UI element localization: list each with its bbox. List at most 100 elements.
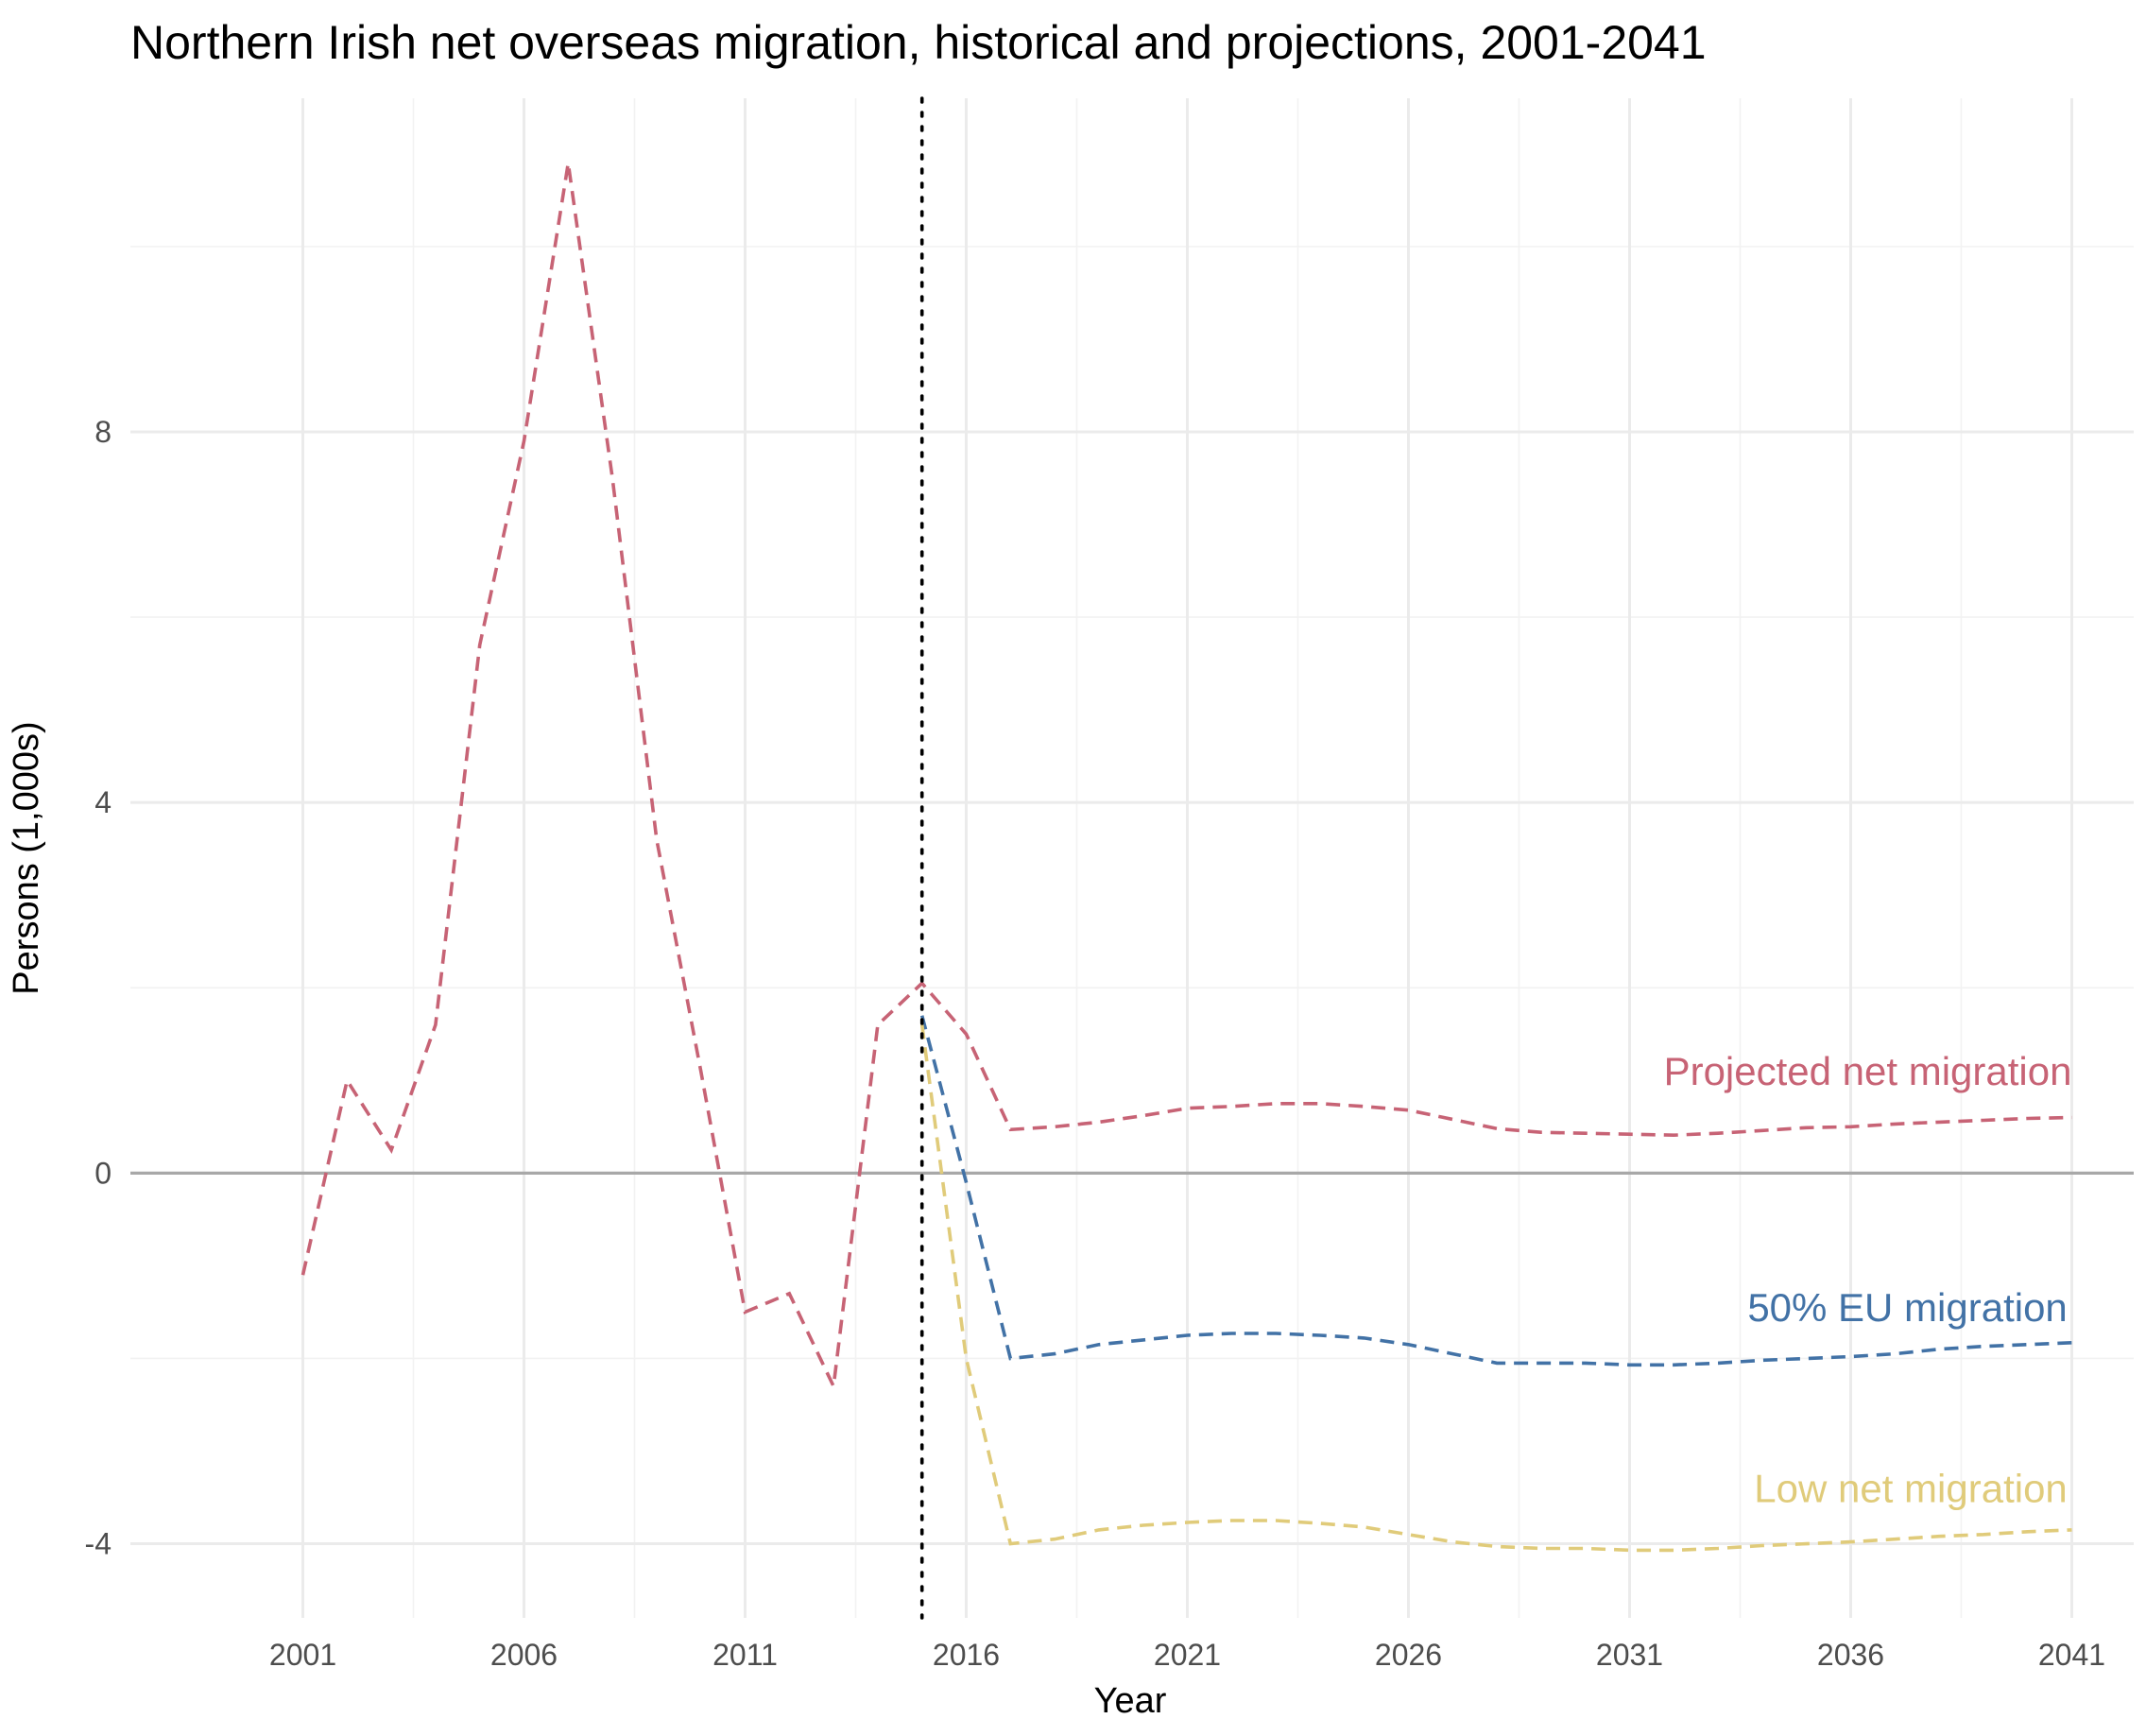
data-point [1186,1107,1190,1110]
data-point [1539,1361,1543,1365]
series-line-1 [300,163,2072,1393]
data-point [1318,1333,1322,1337]
chart-title: Northern Irish net overseas migration, h… [130,16,1707,69]
x-tick-label: 2021 [1154,1638,1221,1672]
series-label-1: Projected net migration [1664,1049,2072,1093]
data-point [1982,1119,1985,1123]
data-point [1849,1355,1853,1359]
data-point [1186,1333,1190,1337]
data-point [1142,1523,1145,1527]
data-point [1142,1338,1145,1342]
data-point [1760,1358,1764,1362]
data-point [1008,1542,1012,1546]
data-point [1229,1519,1233,1522]
data-point [1539,1547,1543,1551]
data-point [1716,1361,1720,1365]
data-point [1937,1535,1941,1538]
data-point [1628,1548,1632,1552]
y-axis-ticks: -4 0 4 8 [85,415,112,1561]
data-point [1584,1547,1588,1551]
data-point [1318,1102,1322,1106]
data-point [1760,1128,1764,1132]
data-point [1274,1332,1278,1335]
data-point [1672,1548,1675,1552]
data-point [1982,1345,1985,1349]
data-point [2070,1528,2074,1532]
data-point [1805,1126,1809,1129]
data-point [876,1023,880,1027]
data-point [1097,1528,1101,1532]
data-point [1805,1357,1809,1361]
data-point [1584,1131,1588,1135]
data-point [1495,1545,1499,1549]
data-point [1893,1352,1897,1356]
x-tick-label: 2026 [1375,1638,1442,1672]
data-point [1849,1125,1853,1128]
data-point [965,1032,969,1036]
data-point [1628,1363,1632,1366]
x-tick-label: 2041 [2038,1638,2105,1672]
data-point [920,1014,924,1018]
data-point [301,1273,305,1277]
data-point [1097,1343,1101,1347]
data-point [1363,1525,1366,1529]
data-point [1053,1538,1056,1541]
data-point [1407,1533,1411,1537]
data-point [1584,1361,1588,1365]
series-labels: Projected net migration 50% EU migration L… [1664,1049,2072,1510]
series-label-3: Low net migration [1754,1466,2068,1510]
data-point [1982,1533,1985,1537]
data-point [1229,1105,1233,1109]
x-tick-label: 2016 [933,1638,1000,1672]
data-point [1539,1130,1543,1134]
x-tick-label: 2031 [1596,1638,1663,1672]
x-tick-label: 2006 [490,1638,558,1672]
data-point [1229,1332,1233,1335]
data-point [1274,1519,1278,1522]
data-point [1186,1521,1190,1524]
data-point [1716,1547,1720,1551]
data-point [1893,1538,1897,1541]
x-tick-label: 2011 [712,1638,778,1672]
data-point [787,1292,791,1296]
data-point [1097,1120,1101,1124]
data-point [389,1148,393,1152]
data-point [1008,1127,1012,1131]
data-point [965,1180,969,1184]
data-point [1672,1133,1675,1137]
series-line-2 [919,1015,2072,1367]
series-label-2: 50% EU migration [1747,1285,2067,1330]
data-point [1407,1343,1411,1347]
y-tick-label: 8 [94,415,112,449]
data-point [1451,1540,1454,1544]
data-point [1893,1122,1897,1126]
data-point [1849,1540,1853,1544]
data-point [1937,1348,1941,1351]
data-point [1451,1118,1454,1122]
data-point [523,439,526,443]
data-point [2026,1117,2030,1121]
data-point [699,1070,703,1074]
data-point [478,644,482,647]
data-point [345,1078,349,1082]
x-axis-title: Year [1094,1681,1167,1721]
data-point [1805,1542,1809,1546]
data-point [1008,1357,1012,1361]
data-point [610,476,614,480]
x-tick-label: 2036 [1817,1638,1884,1672]
data-point [744,1310,747,1314]
data-point [1672,1363,1675,1366]
x-tick-label: 2001 [269,1638,336,1672]
data-point [1937,1120,1941,1124]
y-tick-label: -4 [85,1527,112,1561]
data-point [965,1357,969,1361]
data-point [2070,1341,2074,1345]
data-point [1274,1102,1278,1106]
data-point [2026,1343,2030,1347]
data-point [1407,1109,1411,1112]
data-point [655,837,659,841]
data-point [1363,1336,1366,1340]
data-point [434,1023,438,1027]
